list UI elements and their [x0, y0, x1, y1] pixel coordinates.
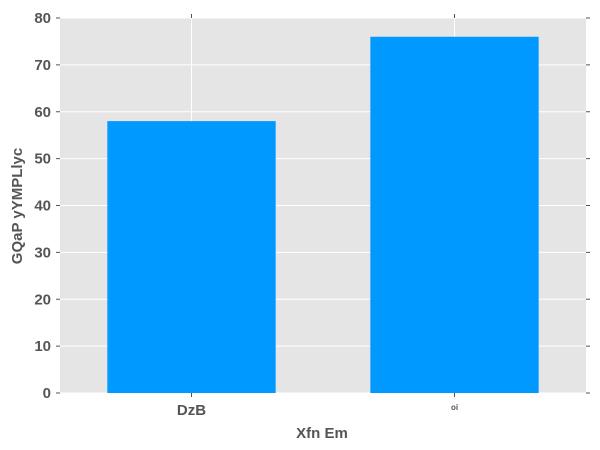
y-tick-label: 40	[34, 198, 51, 215]
y-tick-label: 0	[43, 385, 51, 402]
x-tick-label: DzB	[177, 402, 206, 419]
y-ticks	[56, 17, 590, 394]
x-ticks	[191, 14, 455, 397]
y-tick-label: 60	[34, 104, 51, 121]
x-tick-label: oi	[451, 403, 458, 412]
y-axis-label: GQaP yYMPLlyc	[9, 148, 26, 264]
y-tick-label: 80	[34, 10, 51, 27]
bars	[107, 36, 539, 393]
y-tick-label: 30	[34, 244, 51, 261]
y-tick-labels: 0 10 20 30 40 50 60 70 80	[34, 10, 51, 402]
y-tick-label: 50	[34, 151, 51, 168]
y-tick-label: 70	[34, 57, 51, 74]
x-tick-labels: DzB oi	[177, 402, 458, 419]
bar-oi	[370, 36, 539, 393]
bar-dzb	[107, 121, 276, 393]
y-tick-label: 10	[34, 338, 51, 355]
y-tick-label: 20	[34, 291, 51, 308]
x-axis-label: Xfn Em	[296, 425, 348, 442]
